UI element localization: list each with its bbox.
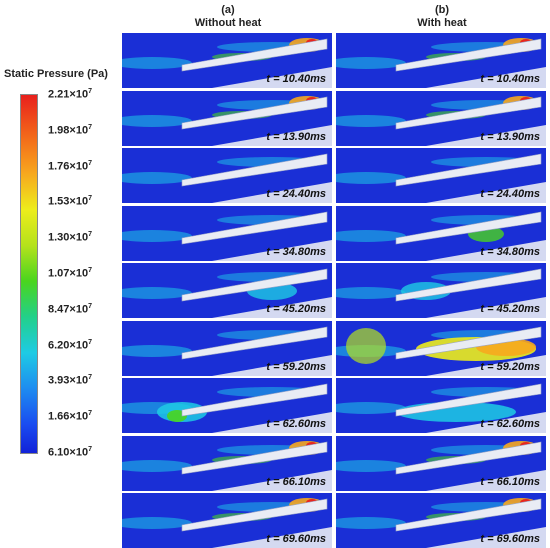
time-label: t = 45.20ms xyxy=(266,303,326,315)
flow-field xyxy=(122,440,332,491)
flow-panel: t = 66.10ms xyxy=(336,435,546,491)
flow-field xyxy=(336,211,546,261)
legend-tick-label: 1.07×107 xyxy=(48,267,92,280)
flow-panel: t = 69.60ms xyxy=(336,493,546,548)
legend-tick-label: 1.30×107 xyxy=(48,231,92,244)
flow-field xyxy=(336,95,546,146)
flow-field xyxy=(336,153,546,203)
column-header: (a) Without heat xyxy=(194,4,262,29)
legend-tick-label: 1.76×107 xyxy=(48,159,92,173)
legend-tick-label: 1.98×107 xyxy=(48,123,92,137)
flow-panel: t = 59.20ms xyxy=(336,320,546,376)
flow-field xyxy=(122,153,332,203)
flow-field xyxy=(122,383,332,433)
flow-field xyxy=(122,211,332,261)
time-label: t = 66.10ms xyxy=(480,475,540,488)
time-label: t = 13.90ms xyxy=(266,130,326,143)
time-label: t = 24.40ms xyxy=(266,188,326,200)
legend-tick-label: 3.93×107 xyxy=(48,374,92,388)
time-label: t = 10.40ms xyxy=(480,73,540,85)
pressure-colorbar xyxy=(20,94,38,454)
flow-panel: t = 10.40ms xyxy=(336,33,546,88)
flow-panel: t = 62.60ms xyxy=(336,378,546,433)
time-label: t = 62.60ms xyxy=(480,418,540,430)
legend-tick-label: 6.20×107 xyxy=(48,338,92,352)
flow-panel: t = 24.40ms xyxy=(122,148,332,203)
flow-panel: t = 59.20ms xyxy=(122,320,332,376)
time-label: t = 62.60ms xyxy=(266,418,326,430)
time-label: t = 24.40ms xyxy=(480,188,540,200)
flow-field xyxy=(336,383,546,433)
time-label: t = 69.60ms xyxy=(266,533,326,545)
flow-panel: t = 34.80ms xyxy=(122,205,332,261)
time-label: t = 34.80ms xyxy=(480,245,540,258)
column-header: (b) With heat xyxy=(417,4,467,29)
flow-field xyxy=(336,326,546,376)
time-label: t = 66.10ms xyxy=(266,475,326,488)
flow-field xyxy=(336,268,546,318)
flow-panel: t = 13.90ms xyxy=(336,90,546,146)
flow-panel: t = 10.40ms xyxy=(122,33,332,88)
time-label: t = 34.80ms xyxy=(266,245,326,258)
flow-panel: t = 13.90ms xyxy=(122,90,332,146)
flow-field xyxy=(122,38,332,88)
time-label: t = 59.20ms xyxy=(480,360,540,373)
legend-tick-label: 8.47×107 xyxy=(48,302,92,316)
time-label: t = 10.40ms xyxy=(266,73,326,85)
flow-panel: t = 45.20ms xyxy=(336,263,546,318)
flow-panel: t = 66.10ms xyxy=(122,435,332,491)
flow-panel: t = 45.20ms xyxy=(122,263,332,318)
flow-field xyxy=(122,268,332,318)
flow-field xyxy=(122,326,332,376)
flow-panel: t = 69.60ms xyxy=(122,493,332,548)
time-label: t = 13.90ms xyxy=(480,130,540,143)
flow-panel: t = 24.40ms xyxy=(336,148,546,203)
legend-title: Static Pressure (Pa) xyxy=(4,68,108,80)
time-label: t = 59.20ms xyxy=(266,360,326,373)
legend-tick-label: 1.66×107 xyxy=(48,410,92,423)
flow-field xyxy=(336,440,546,491)
time-label: t = 45.20ms xyxy=(480,303,540,315)
legend-tick-label: 2.21×107 xyxy=(48,88,92,101)
flow-field xyxy=(122,95,332,146)
flow-panel: t = 62.60ms xyxy=(122,378,332,433)
flow-panel: t = 34.80ms xyxy=(336,205,546,261)
time-label: t = 69.60ms xyxy=(480,533,540,545)
flow-field xyxy=(336,38,546,88)
legend-tick-label: 6.10×107 xyxy=(48,446,92,459)
legend-tick-label: 1.53×107 xyxy=(48,195,92,209)
